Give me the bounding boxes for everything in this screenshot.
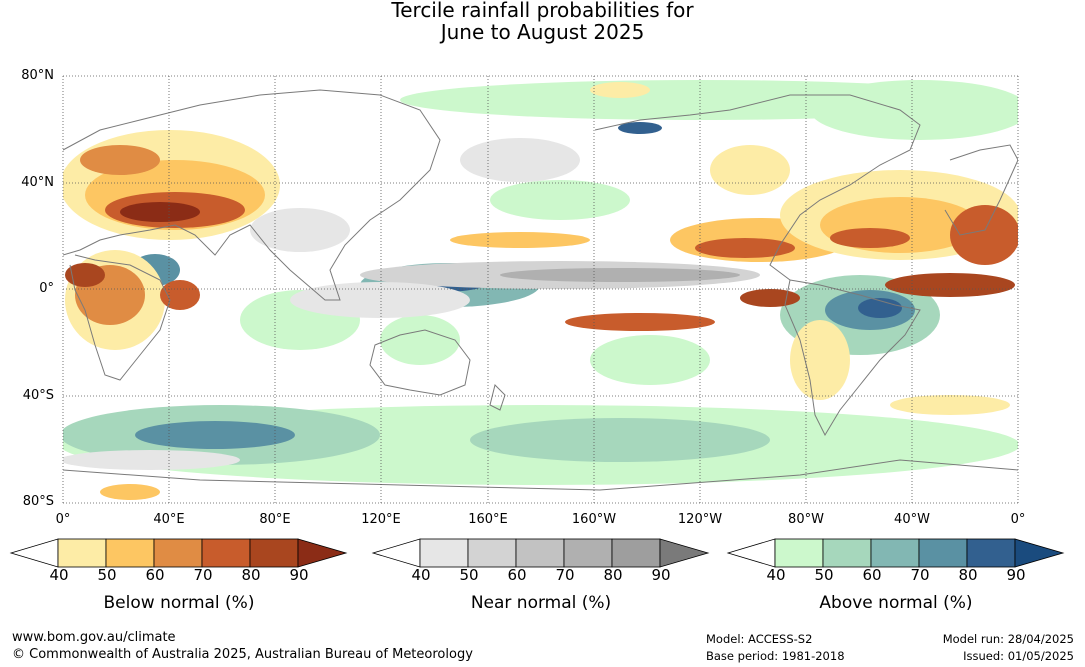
model-run-date: Model run: 28/04/2025	[942, 632, 1074, 646]
colorbar-segment	[467, 538, 517, 568]
lat-label-80s: 80°S	[22, 494, 54, 509]
colorbar-segment	[249, 538, 299, 568]
map-title-line1: Tercile rainfall probabilities for	[391, 0, 694, 22]
near-normal-shading	[63, 138, 760, 470]
africa-coastline	[69, 254, 171, 381]
colorbar-segment	[611, 538, 661, 568]
north-america-coastline	[594, 94, 921, 281]
above-normal-caption: Above normal (%)	[819, 593, 973, 613]
lon-label-160w: 160°W	[571, 512, 617, 527]
colorbar-low-extension	[9, 538, 59, 568]
above-normal-tick: 40	[766, 566, 786, 584]
near-normal-tick: 90	[651, 566, 671, 584]
new-zealand-coastline	[489, 384, 506, 411]
lon-label-160e: 160°E	[468, 512, 508, 527]
above-normal-colorbar	[726, 538, 1067, 568]
lat-label-40n: 40°N	[21, 175, 54, 190]
colorbar-low-extension	[371, 538, 421, 568]
below-normal-shading	[63, 82, 1018, 500]
model-name: Model: ACCESS-S2	[706, 632, 813, 646]
colorbar-segment	[774, 538, 824, 568]
below-normal-tick: 80	[241, 566, 261, 584]
near-normal-tick: 60	[507, 566, 527, 584]
colorbar-segment	[419, 538, 469, 568]
copyright-notice: © Commonwealth of Australia 2025, Austra…	[12, 647, 473, 662]
colorbar-segment	[870, 538, 920, 568]
lon-label-0: 0°	[55, 512, 71, 527]
colorbar-segment	[918, 538, 968, 568]
rainfall-probability-map	[62, 75, 1019, 504]
near-normal-caption: Near normal (%)	[470, 593, 612, 613]
issued-date: Issued: 01/05/2025	[963, 649, 1074, 663]
lat-label-0: 0°	[39, 281, 54, 296]
europe-africa-west-coastline	[944, 144, 1018, 236]
lon-label-40e: 40°E	[153, 512, 185, 527]
lat-label-40s: 40°S	[22, 388, 54, 403]
lon-label-80e: 80°E	[259, 512, 291, 527]
australia-coastline	[369, 329, 471, 396]
lon-label-120w: 120°W	[677, 512, 723, 527]
colorbar-segment	[515, 538, 565, 568]
colorbar-segment	[57, 538, 107, 568]
map-title-line2: June to August 2025	[440, 20, 645, 44]
below-normal-tick: 90	[289, 566, 309, 584]
near-normal-tick: 40	[411, 566, 431, 584]
colorbar-high-extension	[1014, 538, 1065, 568]
above-normal-tick: 90	[1006, 566, 1026, 584]
near-normal-tick: 50	[459, 566, 479, 584]
lon-label-0-east: 0°	[1010, 512, 1026, 527]
near-normal-colorbar	[371, 538, 712, 568]
website-link[interactable]: www.bom.gov.au/climate	[12, 630, 176, 645]
below-normal-tick: 70	[193, 566, 213, 584]
below-normal-colorbar	[9, 538, 350, 568]
near-normal-tick: 70	[555, 566, 575, 584]
lon-label-80w: 80°W	[788, 512, 824, 527]
below-normal-tick: 60	[145, 566, 165, 584]
above-normal-tick: 50	[814, 566, 834, 584]
colorbar-low-extension	[726, 538, 776, 568]
graticule	[62, 75, 1019, 504]
lat-label-80n: 80°N	[21, 68, 54, 83]
colorbar-segment	[201, 538, 251, 568]
colorbar-segment	[563, 538, 613, 568]
lon-label-120e: 120°E	[361, 512, 401, 527]
below-normal-caption: Below normal (%)	[103, 593, 255, 613]
below-normal-tick: 40	[49, 566, 69, 584]
lon-label-40w: 40°W	[894, 512, 930, 527]
above-normal-tick: 70	[910, 566, 930, 584]
probability-shading	[63, 80, 1018, 500]
south-america-coastline	[784, 279, 921, 437]
coastlines	[63, 89, 1018, 491]
colorbar-high-extension	[297, 538, 348, 568]
base-period: Base period: 1981-2018	[706, 649, 845, 663]
colorbar-segment	[153, 538, 203, 568]
colorbar-high-extension	[659, 538, 710, 568]
near-normal-tick: 80	[603, 566, 623, 584]
colorbar-segment	[822, 538, 872, 568]
below-normal-tick: 50	[97, 566, 117, 584]
above-normal-tick: 60	[862, 566, 882, 584]
antarctica-coastline	[63, 459, 1018, 491]
above-normal-tick: 80	[958, 566, 978, 584]
colorbar-segment	[966, 538, 1016, 568]
colorbar-segment	[105, 538, 155, 568]
eurasia-coastline	[63, 89, 441, 301]
